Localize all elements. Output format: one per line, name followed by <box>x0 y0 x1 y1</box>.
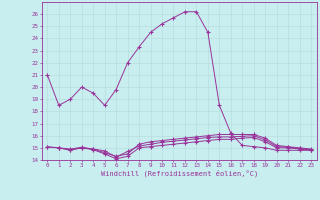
X-axis label: Windchill (Refroidissement éolien,°C): Windchill (Refroidissement éolien,°C) <box>100 169 258 177</box>
